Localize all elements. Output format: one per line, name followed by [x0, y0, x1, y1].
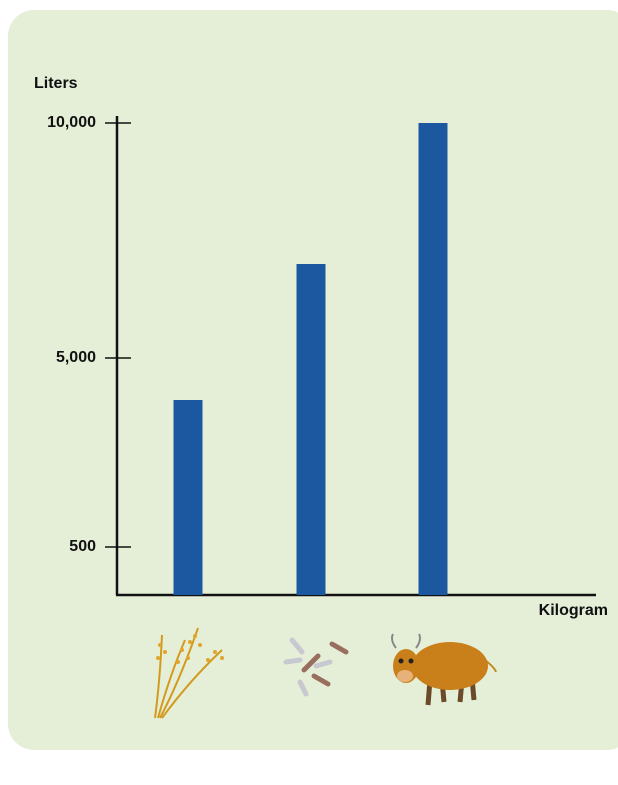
y-axis-label: Liters [34, 75, 78, 92]
y-tick-label: 10,000 [47, 114, 96, 131]
rice-icon [283, 637, 349, 697]
cow-icon [391, 633, 497, 706]
x-axis-label: Kilogram [539, 602, 608, 619]
bar [296, 264, 326, 595]
y-tick-label: 5,000 [56, 349, 96, 366]
bar [418, 123, 448, 595]
y-tick-label: 500 [69, 538, 96, 555]
wheat-icon [154, 627, 224, 719]
bar [173, 400, 203, 595]
